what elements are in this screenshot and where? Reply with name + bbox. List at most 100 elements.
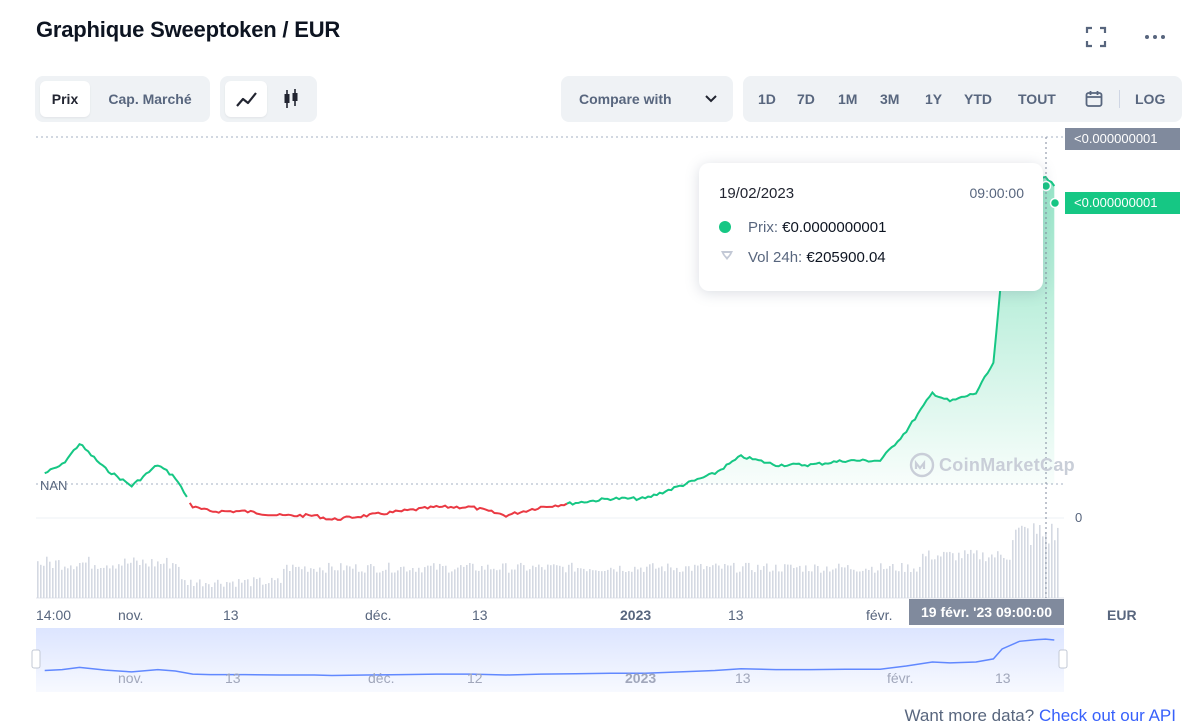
range-1d[interactable]: 1D	[758, 91, 776, 107]
compare-dropdown[interactable]: Compare with	[561, 76, 733, 122]
volume-bar	[409, 570, 411, 598]
volume-bar	[91, 568, 93, 598]
x-tick: 13	[472, 607, 488, 623]
volume-bar	[70, 565, 72, 598]
volume-bar	[907, 564, 909, 598]
volume-bar	[709, 566, 711, 598]
volume-bar	[952, 553, 954, 598]
volume-icon	[721, 251, 733, 260]
line-chart-button[interactable]	[225, 81, 267, 117]
volume-bar	[103, 567, 105, 598]
volume-bar	[724, 564, 726, 598]
volume-bar	[883, 569, 885, 598]
current-price-tag: <0.000000001	[1065, 192, 1180, 214]
volume-bar	[376, 572, 378, 598]
volume-bar	[874, 572, 876, 598]
volume-bar	[340, 563, 342, 598]
navigator-line	[44, 638, 1055, 677]
volume-bar	[940, 556, 942, 598]
range-1y[interactable]: 1Y	[925, 91, 943, 107]
volume-bar	[949, 551, 951, 598]
navigator-handle-right[interactable]	[1058, 649, 1068, 669]
volume-bar	[115, 568, 117, 598]
volume-bar	[943, 551, 945, 598]
volume-bar	[802, 571, 804, 598]
range-3m[interactable]: 3M	[880, 91, 900, 107]
volume-bar	[793, 568, 795, 598]
volume-bar	[766, 563, 768, 598]
range-1m[interactable]: 1M	[838, 91, 858, 107]
volume-bar	[43, 565, 45, 598]
volume-bar	[127, 563, 129, 598]
navigator-tick: 2023	[625, 670, 657, 686]
volume-bar	[151, 559, 153, 598]
volume-bar	[697, 565, 699, 598]
volume-bar	[892, 564, 894, 598]
volume-bar	[193, 586, 195, 598]
price-line-up-early	[44, 443, 188, 498]
candlestick-button[interactable]	[270, 81, 312, 117]
volume-bar	[76, 566, 78, 598]
volume-bar	[850, 569, 852, 598]
volume-bar	[388, 562, 390, 598]
volume-bar	[268, 583, 270, 598]
volume-bar	[1015, 529, 1017, 598]
volume-bar	[454, 569, 456, 598]
tooltip-time: 09:00:00	[969, 185, 1025, 201]
volume-bar	[622, 570, 624, 598]
tab-market-cap[interactable]: Cap. Marché	[108, 91, 192, 107]
range-7d[interactable]: 7D	[797, 91, 815, 107]
volume-bar	[973, 553, 975, 598]
top-price-tag: <0.000000001	[1065, 128, 1180, 150]
volume-bar	[814, 564, 816, 598]
volume-bar	[199, 579, 201, 598]
x-tick: 14:00	[36, 607, 72, 623]
volume-bar	[667, 563, 669, 598]
volume-bar	[478, 570, 480, 598]
price-area-fill	[680, 177, 1055, 484]
volume-bar	[316, 571, 318, 598]
volume-bar	[904, 571, 906, 598]
volume-bar	[544, 569, 546, 598]
volume-bar	[535, 567, 537, 598]
volume-bar	[439, 563, 441, 598]
volume-bar	[346, 565, 348, 598]
volume-bar	[100, 568, 102, 598]
volume-bar	[421, 572, 423, 598]
fullscreen-icon[interactable]	[1083, 24, 1109, 50]
volume-bar	[304, 566, 306, 598]
volume-bar	[595, 570, 597, 598]
volume-bar	[172, 563, 174, 598]
navigator-tick: 13	[225, 670, 241, 686]
log-toggle[interactable]: LOG	[1135, 91, 1166, 107]
api-link[interactable]: Check out our API	[1038, 706, 1176, 725]
volume-bar	[841, 567, 843, 598]
volume-bar	[244, 580, 246, 598]
volume-bar	[964, 550, 966, 598]
volume-bar	[925, 556, 927, 598]
calendar-button[interactable]	[1084, 89, 1104, 109]
volume-bar	[211, 587, 213, 598]
navigator-handle-left[interactable]	[31, 649, 41, 669]
navigator[interactable]	[36, 628, 1064, 692]
volume-bar	[382, 570, 384, 598]
volume-bar	[1045, 532, 1047, 598]
volume-bar	[712, 565, 714, 598]
range-all[interactable]: TOUT	[1018, 91, 1056, 107]
volume-bar	[1042, 536, 1044, 598]
more-icon[interactable]	[1142, 24, 1168, 50]
volume-bar	[787, 564, 789, 598]
volume-bar	[265, 584, 267, 598]
tab-price[interactable]: Prix	[40, 81, 90, 117]
volume-bar	[367, 565, 369, 598]
volume-bar	[703, 569, 705, 598]
volume-bar	[1057, 527, 1059, 598]
volume-bar	[82, 562, 84, 598]
volume-bar	[844, 567, 846, 598]
volume-bar	[271, 577, 273, 598]
volume-bar	[613, 569, 615, 598]
range-ytd[interactable]: YTD	[964, 91, 992, 107]
volume-bar	[1009, 559, 1011, 598]
volume-bar	[757, 564, 759, 598]
